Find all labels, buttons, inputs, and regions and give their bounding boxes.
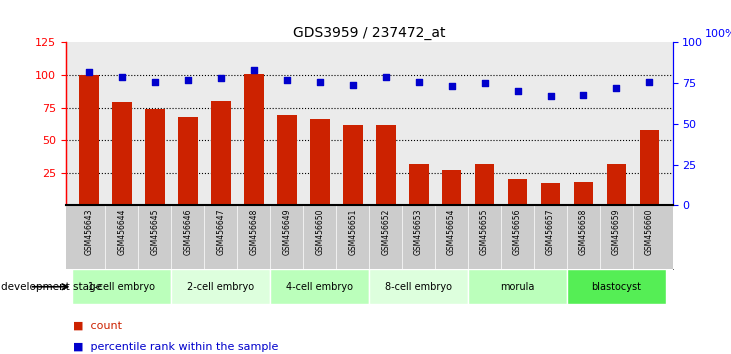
Bar <box>640 130 659 205</box>
Point <box>643 79 655 84</box>
Bar <box>369 269 468 304</box>
Point <box>83 69 95 75</box>
Text: development stage: development stage <box>1 282 102 292</box>
Text: GSM456650: GSM456650 <box>315 209 324 255</box>
Point <box>413 79 425 84</box>
Point <box>479 80 491 86</box>
Point <box>215 75 227 81</box>
Bar <box>112 102 132 205</box>
Point <box>446 84 458 89</box>
Point <box>281 77 292 83</box>
Point <box>346 82 358 88</box>
Text: 2-cell embryo: 2-cell embryo <box>187 282 254 292</box>
Bar <box>474 164 494 205</box>
Bar <box>468 269 567 304</box>
Text: GSM456654: GSM456654 <box>447 209 456 255</box>
Text: GSM456660: GSM456660 <box>645 209 654 255</box>
Point <box>182 77 194 83</box>
Bar <box>567 269 666 304</box>
Point <box>248 67 260 73</box>
Text: ■  percentile rank within the sample: ■ percentile rank within the sample <box>73 342 279 352</box>
Point <box>149 79 161 84</box>
Point <box>610 85 622 91</box>
Bar <box>79 75 99 205</box>
Text: GSM456646: GSM456646 <box>183 209 192 255</box>
Text: 4-cell embryo: 4-cell embryo <box>287 282 353 292</box>
Text: GSM456645: GSM456645 <box>151 209 159 255</box>
Text: morula: morula <box>500 282 535 292</box>
Bar <box>310 119 330 205</box>
Text: GSM456655: GSM456655 <box>480 209 489 255</box>
Bar <box>72 269 171 304</box>
Bar <box>442 170 461 205</box>
Bar <box>178 117 197 205</box>
Text: GSM456651: GSM456651 <box>348 209 357 255</box>
Text: GSM456659: GSM456659 <box>612 209 621 255</box>
Bar <box>145 109 164 205</box>
Bar <box>244 74 264 205</box>
Text: blastocyst: blastocyst <box>591 282 642 292</box>
Point <box>116 74 128 80</box>
Text: GSM456653: GSM456653 <box>414 209 423 255</box>
Point <box>314 79 325 84</box>
Y-axis label: 100%: 100% <box>705 29 731 39</box>
Bar <box>574 182 594 205</box>
Text: GSM456657: GSM456657 <box>546 209 555 255</box>
Text: GSM456644: GSM456644 <box>118 209 126 255</box>
Bar <box>211 101 231 205</box>
Bar <box>343 125 363 205</box>
Text: 8-cell embryo: 8-cell embryo <box>385 282 452 292</box>
Bar <box>607 164 626 205</box>
Bar <box>541 183 561 205</box>
Bar <box>270 269 369 304</box>
Text: GSM456643: GSM456643 <box>84 209 94 255</box>
Point <box>577 92 589 97</box>
Bar <box>376 125 395 205</box>
Bar <box>507 179 528 205</box>
Text: ■  count: ■ count <box>73 321 122 331</box>
Point <box>380 74 392 80</box>
Point <box>512 88 523 94</box>
Bar <box>171 269 270 304</box>
Text: GSM456647: GSM456647 <box>216 209 225 255</box>
Bar <box>277 115 297 205</box>
Text: GSM456652: GSM456652 <box>381 209 390 255</box>
Text: GSM456649: GSM456649 <box>282 209 291 255</box>
Bar <box>409 164 428 205</box>
Text: 1-cell embryo: 1-cell embryo <box>88 282 156 292</box>
Text: GSM456658: GSM456658 <box>579 209 588 255</box>
Text: GSM456648: GSM456648 <box>249 209 258 255</box>
Title: GDS3959 / 237472_at: GDS3959 / 237472_at <box>293 26 445 40</box>
Text: GSM456656: GSM456656 <box>513 209 522 255</box>
Point <box>545 93 556 99</box>
